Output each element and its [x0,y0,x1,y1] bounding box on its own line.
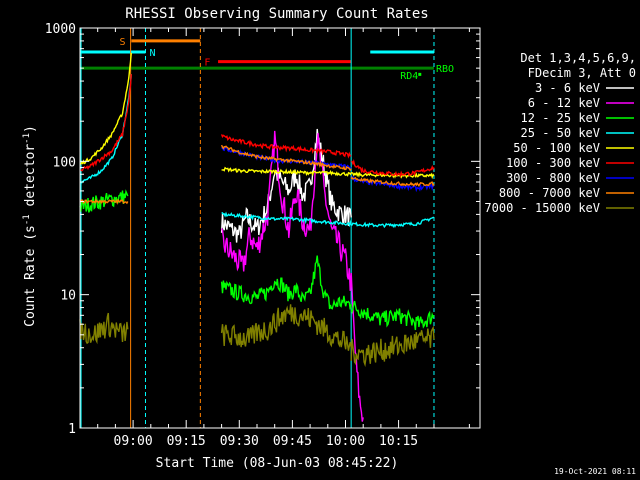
legend-header-detectors: Det 1,3,4,5,6,9, [520,51,636,65]
series-line-segment [220,130,364,422]
series-line-segment [350,325,435,368]
flag-label-rbo: RBO [436,64,454,75]
series-line-segment [79,189,129,213]
x-tick-label: 09:45 [273,434,312,449]
legend-entry-label: 25 - 50 keV [521,126,600,140]
x-tick-label: 10:15 [379,434,418,449]
series-line-segment [220,134,352,159]
series-line-segment [220,255,352,310]
chart-title: RHESSI Observing Summary Count Rates [125,6,428,22]
legend: Det 1,3,4,5,6,9, FDecim 3, Att 0 3 - 6 k… [484,51,636,215]
generation-timestamp: 19-Oct-2021 08:11 [554,467,636,476]
series-line-segment [350,300,435,331]
series-line-segment [220,144,352,172]
series-line-segment [79,198,129,205]
legend-entry-label: 12 - 25 keV [521,111,600,125]
legend-entry-label: 7000 - 15000 keV [484,201,600,215]
legend-entry-label: 3 - 6 keV [535,81,600,95]
x-tick-label: 09:00 [114,434,153,449]
y-tick-label: 1000 [45,22,76,37]
y-tick-label: 1 [68,422,76,437]
legend-entry-label: 50 - 100 keV [513,141,600,155]
rd4-marker [418,72,422,76]
plot-frame [79,27,481,429]
event-vertical-lines [80,28,435,428]
legend-entry-label: 100 - 300 keV [506,156,600,170]
series-line-segment [220,304,352,351]
series-line-segment [351,158,435,178]
series-line-segment [221,211,434,229]
flag-label-f: F [204,58,210,69]
x-tick-label: 09:15 [167,434,206,449]
legend-entry-label: 6 - 12 keV [528,96,600,110]
series-line-segment [79,74,132,172]
series-12to25keV [79,189,435,331]
y-axis-label: Count Rate (s-1 detector-1) [22,125,38,327]
x-axis-label: Start Time (08-Jun-03 08:45:22) [156,456,399,471]
flag-label-rd4: RD4 [400,71,418,82]
flag-bars: S N F RBO RD4 [80,37,454,82]
x-tick-label: 09:30 [220,434,259,449]
y-tick-label: 10 [60,289,76,304]
series-line-segment [350,176,435,187]
x-tick-label: 10:00 [326,434,365,449]
series-800to7000keV [79,144,435,205]
legend-header-decimation: FDecim 3, Att 0 [528,66,636,80]
axes: 09:00 09:15 09:30 09:45 10:00 10:15 1 10 100 1000 [45,22,480,449]
series-line-segment [221,166,435,180]
series-100to300keV [79,74,435,178]
series-7000to15000keV [79,304,435,368]
flag-label-s: S [119,37,125,48]
legend-entry-label: 800 - 7000 keV [499,186,600,200]
series-6to12keV [220,130,364,422]
data-series [79,52,435,422]
legend-entry-label: 300 - 800 keV [506,171,600,185]
y-tick-label: 100 [53,155,76,170]
series-line-segment [79,312,129,345]
flag-label-n: N [150,48,156,59]
